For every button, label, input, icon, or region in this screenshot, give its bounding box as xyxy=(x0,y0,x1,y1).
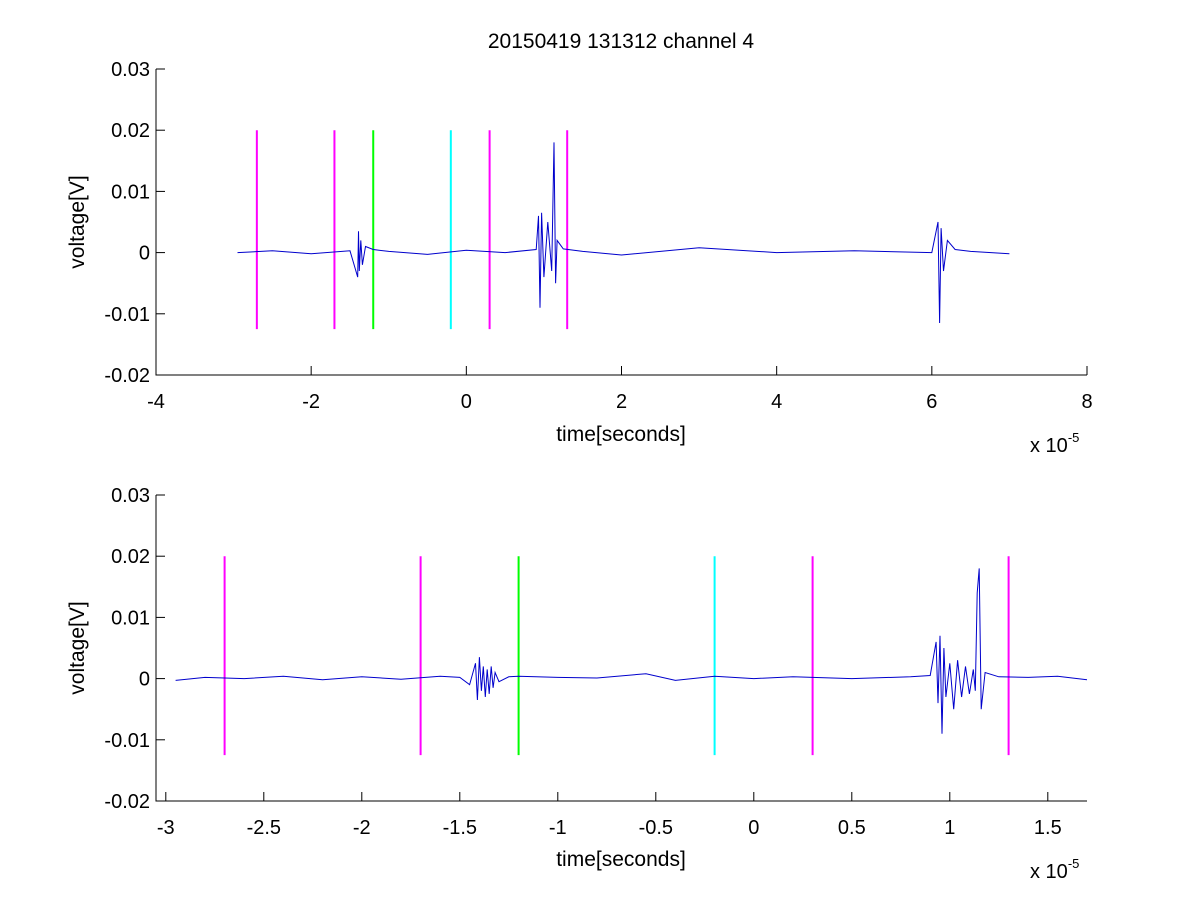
top-x-tick-label: 6 xyxy=(926,391,937,413)
top-x-tick-label: -4 xyxy=(147,391,165,413)
bottom-y-tick-label: -0.01 xyxy=(104,730,150,752)
top-y-tick-label: -0.02 xyxy=(104,365,150,387)
top-marker-group xyxy=(255,130,569,330)
bottom-voltage-trace xyxy=(175,568,1088,734)
bottom-x-tick-label: 1 xyxy=(944,817,955,839)
top-plot-area xyxy=(156,69,1087,375)
top-x-axis-label: time[seconds] xyxy=(556,423,686,446)
top-x-tick-label: 4 xyxy=(771,391,782,413)
top-tick-group: -0.02 -0.01 0 0.01 0.02 0.03 -4 -2 0 2 4 6 8 xyxy=(104,59,1092,413)
top-voltage-trace xyxy=(237,142,1010,324)
bottom-x-tick-label: -2.5 xyxy=(247,817,281,839)
top-x-exponent-power: -5 xyxy=(1068,430,1080,445)
top-x-tick-label: 0 xyxy=(461,391,472,413)
bottom-y-axis-label: voltage[V] xyxy=(66,601,89,694)
bottom-x-axis-label: time[seconds] xyxy=(556,848,686,871)
bottom-subplot: -0.02 -0.01 0 0.01 0.02 0.03 -3 -2.5 -2 -1.5 -1 -0.… xyxy=(66,485,1088,883)
bottom-y-tick-label: 0.03 xyxy=(111,485,150,507)
bottom-x-exponent-power: -5 xyxy=(1068,856,1080,871)
top-x-exponent: x 10-5 xyxy=(1030,430,1079,457)
top-x-tick-label: 8 xyxy=(1081,391,1092,413)
bottom-x-tick-label: -2 xyxy=(353,817,371,839)
bottom-x-tick-label: 0 xyxy=(748,817,759,839)
bottom-x-tick-label: -1 xyxy=(549,817,567,839)
bottom-plot-area xyxy=(156,495,1087,801)
bottom-x-tick-label: 0.5 xyxy=(838,817,866,839)
bottom-x-tick-label: 1.5 xyxy=(1034,817,1062,839)
bottom-y-tick-label: 0.01 xyxy=(111,607,150,629)
top-x-tick-label: 2 xyxy=(616,391,627,413)
top-y-tick-label: 0.03 xyxy=(111,59,150,81)
top-y-axis-label: voltage[V] xyxy=(66,175,89,268)
top-x-tick-label: -2 xyxy=(302,391,320,413)
top-axes-lines xyxy=(155,69,1087,376)
chart-title: 20150419 131312 channel 4 xyxy=(488,30,755,53)
bottom-x-exponent: x 10-5 xyxy=(1030,856,1079,883)
bottom-marker-group xyxy=(223,556,1010,756)
top-x-exponent-base: x 10 xyxy=(1030,435,1068,457)
bottom-y-tick-label: -0.02 xyxy=(104,791,150,813)
bottom-x-tick-label: -1.5 xyxy=(443,817,477,839)
top-y-tick-label: 0.02 xyxy=(111,120,150,142)
top-y-tick-label: -0.01 xyxy=(104,304,150,326)
bottom-x-tick-label: -0.5 xyxy=(639,817,673,839)
top-y-tick-label: 0 xyxy=(139,243,150,265)
top-subplot: -0.02 -0.01 0 0.01 0.02 0.03 -4 -2 0 2 4 6 8 time[se… xyxy=(66,59,1093,457)
bottom-tick-group: -0.02 -0.01 0 0.01 0.02 0.03 -3 -2.5 -2 -1.5 -1 -0.… xyxy=(104,485,1061,839)
top-y-tick-label: 0.01 xyxy=(111,181,150,203)
bottom-x-tick-label: -3 xyxy=(157,817,175,839)
bottom-axes-lines xyxy=(155,495,1087,802)
bottom-y-tick-label: 0.02 xyxy=(111,546,150,568)
bottom-x-exponent-base: x 10 xyxy=(1030,861,1068,883)
bottom-y-tick-label: 0 xyxy=(139,669,150,691)
